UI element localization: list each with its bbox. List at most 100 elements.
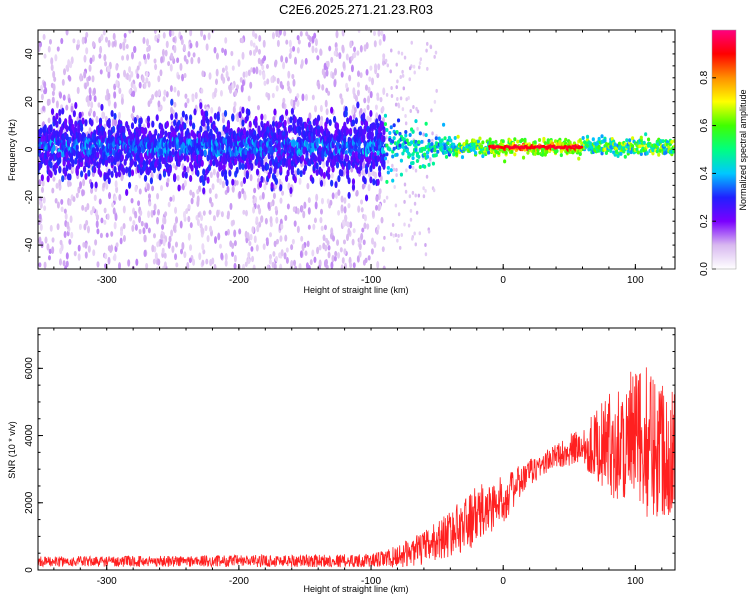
- spectrogram-cell: [141, 75, 145, 83]
- spectrogram-cell: [399, 75, 402, 80]
- spectrogram-cell: [376, 72, 380, 79]
- spectrogram-cell: [597, 136, 601, 141]
- spectrogram-cell: [132, 220, 136, 226]
- spectrogram-cell: [38, 213, 42, 220]
- spectrogram-cell: [197, 212, 201, 218]
- spectrogram-cell: [297, 39, 301, 45]
- spectrogram-cell: [371, 77, 375, 86]
- spectrogram-cell: [46, 150, 50, 158]
- spectrogram-cell: [249, 174, 253, 182]
- spectrogram-cell: [241, 119, 245, 127]
- spectrogram-cell: [94, 239, 98, 246]
- spectrogram-cell: [578, 151, 582, 156]
- spectrogram-cell: [287, 158, 292, 166]
- spectrogram-cell: [420, 139, 424, 144]
- spectrogram-cell: [401, 151, 405, 156]
- spectrogram-cell: [42, 33, 46, 41]
- spectrogram-cell: [215, 160, 219, 168]
- spectrogram-cell: [244, 70, 248, 78]
- spectrogram-cell: [203, 149, 207, 157]
- spectrogram-cell: [285, 247, 289, 253]
- spectrogram-cell: [130, 51, 134, 60]
- spectrogram-cell: [208, 72, 212, 80]
- spectrogram-cell: [283, 119, 287, 127]
- spectrogram-cell: [67, 59, 71, 68]
- spectrogram-cell: [449, 138, 453, 143]
- spectrogram-cell: [392, 123, 396, 128]
- spectrogram-cell: [249, 81, 253, 89]
- spectrogram-cell: [313, 256, 317, 263]
- spectrogram-cell: [229, 139, 233, 147]
- spectrogram-cell: [203, 34, 207, 41]
- spectrogram-cell: [240, 37, 244, 44]
- spectrogram-cell: [38, 200, 42, 206]
- spectrogram-cell: [58, 165, 62, 173]
- spectrogram-cell: [233, 101, 237, 108]
- spectrogram-cell: [579, 145, 584, 149]
- spectrogram-cell: [226, 228, 230, 236]
- spectrogram-cell: [100, 217, 104, 224]
- spectrogram-cell: [179, 63, 183, 71]
- spectrogram-cell: [646, 137, 651, 142]
- spectrogram-cell: [639, 152, 643, 157]
- spectrogram-cell: [88, 64, 92, 72]
- spectrogram-cell: [354, 117, 358, 125]
- spectrogram-cell: [143, 136, 148, 144]
- spectrogram-cell: [117, 111, 121, 120]
- spectrogram-cell: [366, 223, 370, 230]
- spectrogram-cell: [367, 86, 371, 94]
- spectrogram-cell: [391, 178, 395, 183]
- spectrogram-cell: [657, 152, 661, 157]
- spectrogram-cell: [83, 70, 87, 79]
- spectrogram-cell: [91, 54, 95, 62]
- spectrogram-cell: [40, 84, 44, 93]
- spectrogram-cell: [110, 244, 114, 252]
- spectrogram-cell: [433, 54, 436, 59]
- spectrogram-cell: [321, 152, 325, 160]
- spectrogram-cell: [172, 36, 176, 43]
- spectrogram-cell: [221, 112, 225, 118]
- spectrogram-cell: [231, 251, 235, 257]
- spectrogram-cell: [267, 92, 271, 101]
- spectrogram-cell: [356, 89, 360, 97]
- spectrogram-cell: [341, 44, 345, 52]
- spectrogram-cell: [237, 59, 241, 68]
- spectrogram-cell: [107, 155, 111, 163]
- spectrogram-cell: [296, 208, 300, 215]
- spectrogram-cell: [229, 202, 233, 211]
- spectrogram-cell: [74, 102, 78, 110]
- spectrogram-cell: [304, 93, 308, 102]
- spectrogram-cell: [307, 265, 311, 269]
- spectrogram-x-tick-label: -200: [229, 275, 249, 286]
- spectrogram-cell: [206, 235, 210, 243]
- spectrogram-cell: [128, 30, 132, 34]
- spectrogram-cell: [158, 173, 162, 181]
- spectrogram-cell: [199, 102, 203, 110]
- spectrogram-cell: [377, 63, 381, 71]
- spectrogram-cell: [161, 247, 165, 255]
- spectrogram-cell: [331, 254, 335, 263]
- spectrogram-cell: [403, 199, 406, 204]
- spectrogram-cell: [129, 216, 133, 222]
- spectrogram-cell: [47, 255, 51, 261]
- spectrogram-cell: [318, 145, 322, 153]
- spectrogram-cell: [161, 224, 165, 231]
- spectrogram-cell: [49, 224, 53, 232]
- spectrogram-cell: [314, 155, 318, 163]
- spectrogram-cell: [401, 73, 405, 78]
- spectrogram-cell: [163, 217, 167, 225]
- snr-x-tick-label: -200: [229, 576, 249, 587]
- spectrogram-cell: [145, 77, 149, 84]
- spectrogram-cell: [330, 179, 334, 187]
- spectrogram-cell: [194, 91, 198, 100]
- spectrogram-cell: [316, 55, 320, 61]
- spectrogram-cell: [104, 94, 108, 101]
- spectrogram-cell: [405, 138, 409, 143]
- spectrogram-cell: [247, 69, 251, 77]
- spectrogram-cell: [343, 206, 347, 214]
- spectrogram-cell: [351, 178, 356, 186]
- spectrogram-cell: [249, 233, 253, 241]
- spectrogram-cell: [284, 109, 289, 117]
- spectrogram-cell: [232, 105, 236, 114]
